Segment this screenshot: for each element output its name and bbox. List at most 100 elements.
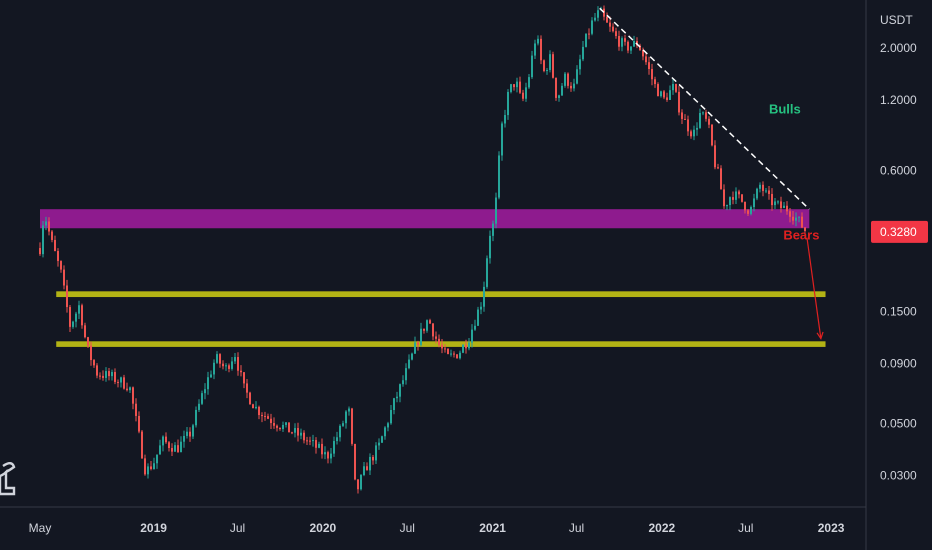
candle-body — [150, 466, 152, 469]
candle-body — [165, 436, 167, 443]
candle-body — [168, 442, 170, 449]
candle-body — [120, 377, 122, 383]
candle-body — [240, 370, 242, 373]
candle-body — [84, 325, 86, 338]
candle-body — [474, 325, 476, 330]
candle-body — [216, 354, 218, 363]
candle-body — [498, 155, 500, 198]
candle-body — [522, 92, 524, 99]
candle-body — [654, 79, 656, 85]
candle-body — [489, 235, 491, 259]
candle-body — [594, 17, 596, 21]
candle-body — [720, 168, 722, 190]
candle-body — [621, 38, 623, 47]
candle-body — [405, 368, 407, 381]
candle-body — [333, 441, 335, 454]
candle-body — [342, 423, 344, 426]
candle-body — [66, 285, 68, 308]
candle-body — [60, 261, 62, 270]
candle-body — [45, 221, 47, 226]
candle-body — [78, 305, 80, 314]
candle-body — [42, 225, 44, 255]
candle-body — [678, 91, 680, 113]
candle-body — [507, 91, 509, 116]
candle-body — [72, 321, 74, 327]
candle-body — [54, 239, 56, 252]
y-tick-label: 2.0000 — [880, 41, 917, 55]
last-price-badge — [871, 220, 928, 243]
tradingview-logo-icon[interactable] — [0, 462, 16, 496]
candle-body — [774, 201, 776, 206]
candle-body — [195, 409, 197, 426]
x-tick-label: Jul — [569, 521, 584, 535]
candle-body — [39, 248, 41, 255]
candle-body — [747, 210, 749, 214]
candle-body — [144, 458, 146, 475]
candle-body — [270, 418, 272, 424]
candle-body — [351, 408, 353, 444]
candle-body — [504, 115, 506, 124]
y-axis-unit-label: USDT — [880, 13, 913, 27]
candle-body — [57, 251, 59, 262]
candle-body — [552, 54, 554, 78]
x-tick-label: 2021 — [479, 521, 506, 535]
candle-body — [243, 372, 245, 384]
candle-body — [297, 428, 299, 436]
candle-body — [135, 403, 137, 416]
candle-body — [339, 425, 341, 438]
candle-body — [597, 10, 599, 18]
candle-body — [345, 411, 347, 424]
candle-body — [63, 269, 65, 286]
candle-body — [357, 479, 359, 490]
zones-layer — [40, 209, 826, 347]
candle-body — [726, 205, 728, 207]
candle-body — [423, 328, 425, 331]
candle-body — [363, 466, 365, 475]
candle-body — [540, 38, 542, 61]
candle-body — [492, 223, 494, 236]
y-tick-label: 0.6000 — [880, 163, 917, 177]
candle-body — [249, 392, 251, 405]
candle-body — [378, 442, 380, 446]
candle-body — [306, 440, 308, 442]
candle-body — [702, 112, 704, 114]
candle-body — [699, 113, 701, 128]
candle-body — [69, 307, 71, 327]
candle-body — [420, 328, 422, 345]
candle-body — [627, 41, 629, 51]
candle-body — [225, 365, 227, 367]
candle-body — [282, 424, 284, 430]
candle-body — [321, 443, 323, 455]
candle-body — [564, 73, 566, 86]
candle-body — [630, 46, 632, 51]
candle-body — [222, 363, 224, 367]
candle-body — [705, 112, 707, 119]
y-tick-label: 0.1500 — [880, 305, 917, 319]
candle-body — [447, 348, 449, 354]
candle-body — [549, 54, 551, 70]
candle-body — [672, 84, 674, 91]
candle-body — [174, 445, 176, 452]
candle-body — [651, 69, 653, 80]
candle-body — [207, 377, 209, 390]
candle-body — [663, 91, 665, 98]
resistance-zone — [40, 209, 810, 229]
candle-body — [588, 33, 590, 35]
candle-body — [198, 403, 200, 410]
candle-body — [111, 372, 113, 377]
candle-body — [714, 145, 716, 168]
last-price-label: 0.3280 — [880, 225, 917, 239]
candle-body — [186, 431, 188, 436]
candle-body — [789, 211, 791, 217]
candle-body — [315, 440, 317, 448]
candle-body — [687, 119, 689, 132]
candle-body — [138, 415, 140, 432]
candle-body — [189, 431, 191, 437]
candle-body — [633, 40, 635, 47]
candle-body — [108, 371, 110, 377]
x-tick-label: Jul — [230, 521, 245, 535]
candle-body — [264, 416, 266, 418]
candle-body — [762, 184, 764, 191]
